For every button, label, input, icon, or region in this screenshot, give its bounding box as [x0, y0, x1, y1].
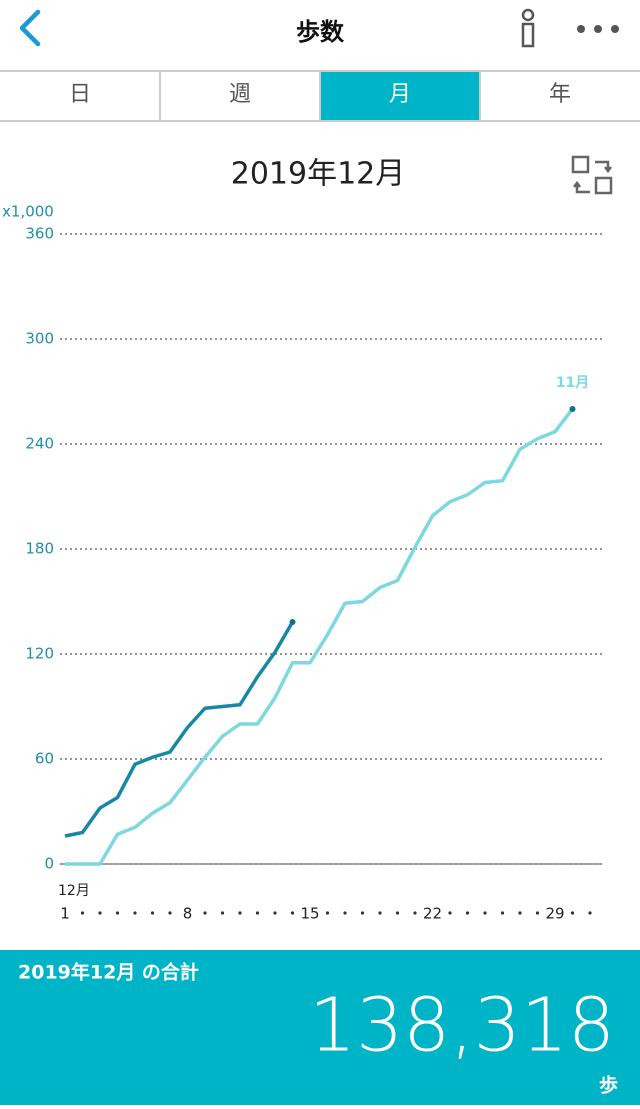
x-tick-label: 8: [183, 905, 193, 923]
x-tick-dot: [115, 911, 120, 915]
chart-title: 2019年12月: [231, 157, 406, 192]
x-tick-label: 1: [60, 905, 70, 923]
x-tick-dot: [483, 911, 487, 915]
more-button[interactable]: [577, 25, 619, 33]
x-tick-dot: [500, 911, 505, 915]
info-button[interactable]: [521, 8, 535, 48]
page-title: 歩数: [296, 18, 345, 46]
x-tick-dot: [465, 911, 470, 915]
series-label: 11月: [556, 375, 589, 391]
series-end-dot: [569, 406, 576, 412]
x-tick-dot: [98, 911, 102, 915]
x-tick-dot: [168, 911, 172, 915]
y-tick-label: 240: [25, 435, 54, 453]
switch-icon[interactable]: [571, 155, 613, 195]
x-tick-dot: [570, 911, 575, 915]
series-line: [64, 621, 295, 838]
x-tick-dot: [220, 911, 225, 915]
x-tick-dot: [290, 911, 295, 915]
x-tick-dot: [343, 911, 347, 915]
tab[interactable]: [320, 72, 480, 120]
y-axis-label: x1,000: [2, 203, 54, 221]
tab-bar: 日週月年: [0, 72, 640, 120]
back-button[interactable]: [19, 9, 41, 47]
x-tick-dot: [378, 911, 382, 915]
x-tick-dot: [80, 911, 85, 915]
y-tick-label: 300: [25, 330, 54, 348]
summary-label: 2019年12月 の合計: [18, 961, 199, 984]
x-tick-dot: [150, 911, 155, 915]
tab[interactable]: [0, 72, 160, 120]
x-tick-dot: [255, 911, 260, 915]
series-line: [65, 407, 574, 866]
x-tick-dot: [395, 911, 400, 915]
y-tick-label: 0: [44, 855, 54, 873]
month-label: 12月: [58, 883, 90, 899]
x-tick-dot: [325, 911, 330, 915]
tab-label: 週: [229, 82, 251, 107]
tab[interactable]: [160, 72, 320, 120]
y-tick-label: 360: [25, 225, 54, 243]
summary-panel: [0, 950, 640, 1105]
x-tick-dot: [238, 911, 242, 915]
tab-label: 日: [69, 82, 91, 107]
y-tick-label: 60: [35, 750, 54, 768]
x-tick-dot: [535, 911, 540, 915]
summary-unit: 歩: [599, 1074, 618, 1097]
x-tick-dot: [273, 911, 277, 915]
tab-label: 月: [389, 82, 411, 107]
x-tick-label: 22: [423, 905, 442, 923]
x-tick-dot: [413, 911, 417, 915]
x-tick-dot: [448, 911, 452, 915]
plot: 0 60 120 180 240 300 360 1 8 15 22 29 12月 11月: [25, 225, 602, 923]
summary-total: 138,318: [309, 983, 615, 1069]
x-tick-dot: [588, 911, 592, 915]
y-tick-label: 180: [25, 540, 54, 558]
x-tick-dot: [360, 911, 365, 915]
series-end-dot: [289, 618, 296, 625]
y-tick-label: 120: [25, 645, 54, 663]
x-tick-label: 15: [300, 905, 319, 923]
x-tick-dot: [203, 911, 207, 915]
tab-label: 年: [549, 82, 571, 107]
x-tick-dot: [518, 911, 522, 915]
x-tick-label: 29: [545, 905, 564, 923]
tab[interactable]: [480, 72, 640, 120]
x-tick-dot: [133, 911, 137, 915]
